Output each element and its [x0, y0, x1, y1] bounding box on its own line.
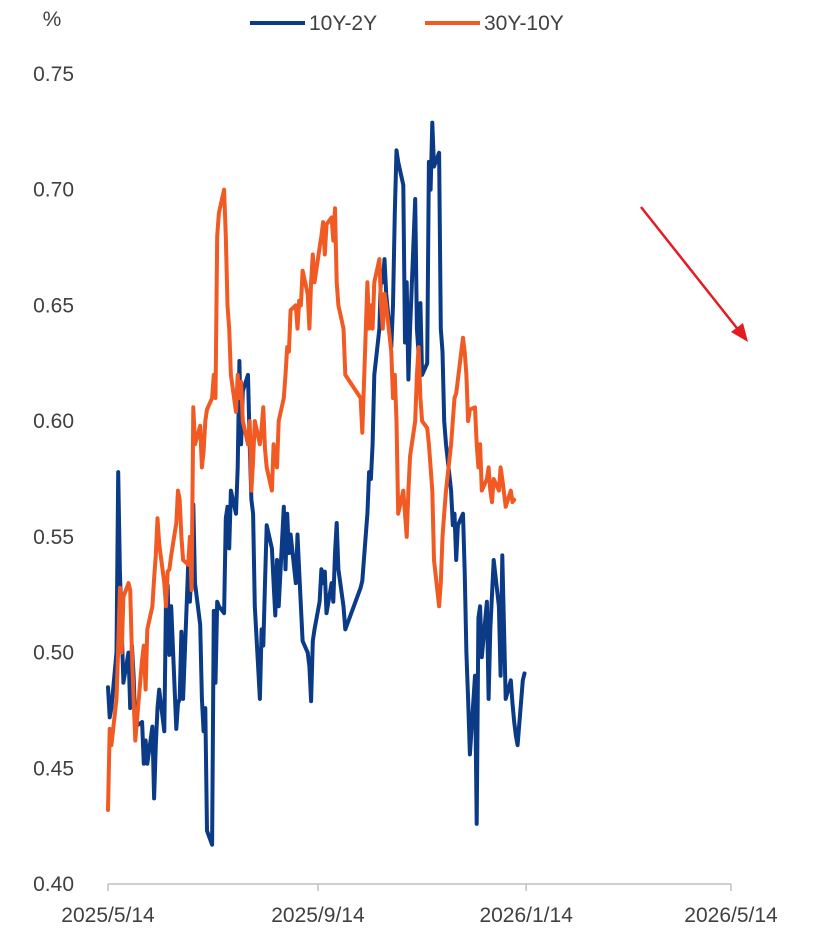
y-tick-label: 0.50	[33, 642, 74, 665]
legend-label-30y-10y: 30Y-10Y	[484, 12, 564, 35]
y-tick-label: 0.45	[33, 757, 74, 780]
x-axis-ticks: 2025/5/14 2025/9/14 2026/1/14 2026/5/14	[61, 884, 778, 927]
legend-label-10y-2y: 10Y-2Y	[309, 12, 377, 35]
x-tick-label: 2025/5/14	[61, 904, 155, 927]
series-line-30y-10y	[106, 187, 517, 812]
y-tick-label: 0.60	[33, 410, 74, 433]
downtrend-arrow-icon	[640, 206, 748, 342]
y-axis-ticks: 0.40 0.45 0.50 0.55 0.60 0.65 0.70 0.75	[33, 63, 74, 896]
x-tick-label: 2026/5/14	[684, 904, 778, 927]
series-lines	[106, 120, 527, 847]
y-axis-unit-label: %	[43, 8, 62, 31]
y-tick-label: 0.70	[33, 179, 74, 202]
series-line-10y-2y	[106, 120, 527, 847]
x-tick-label: 2026/1/14	[479, 904, 573, 927]
y-tick-label: 0.65	[33, 294, 74, 317]
y-tick-label: 0.40	[33, 873, 74, 896]
x-tick-label: 2025/9/14	[271, 904, 365, 927]
legend: 10Y-2Y 30Y-10Y	[250, 12, 564, 35]
y-tick-label: 0.55	[33, 526, 74, 549]
y-tick-label: 0.75	[33, 63, 74, 86]
